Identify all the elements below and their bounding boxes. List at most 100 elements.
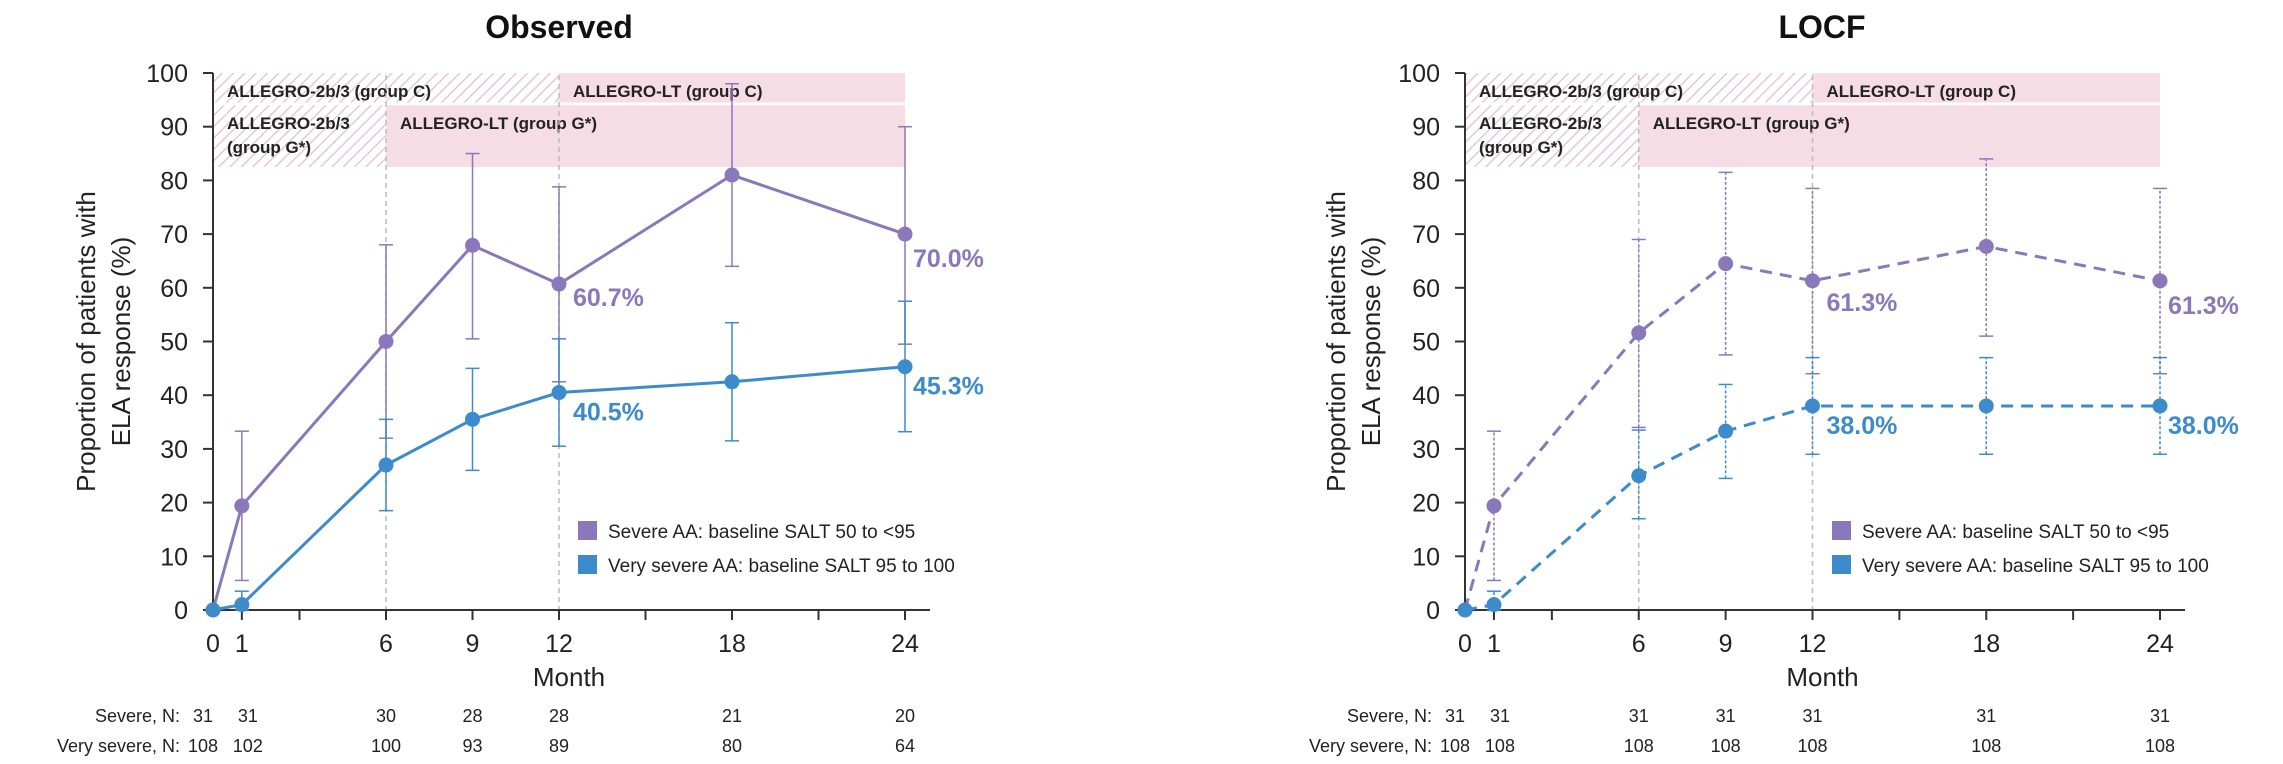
y-axis-title: Proportion of patients with xyxy=(71,191,101,492)
data-point xyxy=(1805,273,1820,289)
x-tick-label: 6 xyxy=(379,630,393,658)
n-at-risk-value: 108 xyxy=(1624,736,1654,756)
y-tick-label: 80 xyxy=(160,167,188,195)
study-period-band xyxy=(1812,73,2160,103)
data-point xyxy=(551,385,567,401)
y-tick-label: 90 xyxy=(1412,114,1440,142)
y-tick-label: 50 xyxy=(160,329,188,357)
data-label: 38.0% xyxy=(1827,412,1898,440)
y-tick-label: 0 xyxy=(174,597,188,625)
chart-title: Observed xyxy=(485,9,633,45)
legend-label: Very severe AA: baseline SALT 95 to 100 xyxy=(608,556,955,577)
locf-panel: LOCF ALLEGRO-2b/3 (group C) ALLEGRO-LT (gr… xyxy=(1309,9,2239,756)
n-at-risk-value: 31 xyxy=(2150,706,2170,726)
y-tick-label: 100 xyxy=(1398,60,1440,88)
data-point xyxy=(465,411,480,427)
band-label: ALLEGRO-LT (group C) xyxy=(573,82,762,101)
data-point xyxy=(1631,325,1647,341)
y-tick-label: 60 xyxy=(160,275,188,303)
data-point xyxy=(2152,398,2168,414)
n-at-risk-value: 31 xyxy=(1629,706,1649,726)
y-tick-label: 50 xyxy=(1412,329,1440,357)
legend-swatch xyxy=(578,521,597,540)
n-at-risk-value: 31 xyxy=(1802,706,1822,726)
data-point xyxy=(897,226,913,242)
y-tick-label: 40 xyxy=(160,382,188,410)
band-label: ALLEGRO-LT (group G*) xyxy=(400,114,597,133)
y-tick-label: 40 xyxy=(1412,382,1440,410)
band-label: (group G*) xyxy=(1479,138,1563,157)
legend-label: Very severe AA: baseline SALT 95 to 100 xyxy=(1862,556,2209,577)
n-at-risk-row-label: Severe, N: xyxy=(1347,706,1432,726)
data-label: 61.3% xyxy=(2168,292,2239,320)
data-point xyxy=(465,237,480,253)
data-point xyxy=(2152,273,2168,289)
y-axis-title: ELA response (%) xyxy=(106,237,136,447)
y-tick-label: 60 xyxy=(1412,275,1440,303)
n-at-risk-row-label: Very severe, N: xyxy=(57,736,180,756)
band-label: (group G*) xyxy=(227,138,311,157)
n-at-risk-value: 89 xyxy=(549,736,569,756)
x-axis-title: Month xyxy=(533,662,605,692)
y-tick-label: 10 xyxy=(1412,543,1440,571)
n-at-risk-value: 108 xyxy=(1797,736,1827,756)
n-at-risk-value: 100 xyxy=(371,736,401,756)
n-at-risk-value: 28 xyxy=(462,706,482,726)
y-tick-label: 0 xyxy=(1426,597,1440,625)
data-point xyxy=(1718,423,1734,439)
study-period-band xyxy=(1465,105,1639,167)
band-label: ALLEGRO-2b/3 (group C) xyxy=(1479,82,1683,101)
observed-panel: Observed ALLEGRO-2b/3 (group C) ALLEGRO-LT… xyxy=(57,9,984,756)
x-tick-label: 1 xyxy=(235,630,249,658)
y-axis-title: Proportion of patients with xyxy=(1321,191,1351,492)
x-axis-title: Month xyxy=(1786,662,1858,692)
data-label: 40.5% xyxy=(573,399,644,427)
y-tick-label: 70 xyxy=(1412,221,1440,249)
y-tick-label: 100 xyxy=(146,60,188,88)
band-label: ALLEGRO-LT (group G*) xyxy=(1653,114,1850,133)
data-point xyxy=(897,359,913,375)
band-label: ALLEGRO-2b/3 (group C) xyxy=(227,82,431,101)
n-at-risk-value: 108 xyxy=(1711,736,1741,756)
data-point xyxy=(1486,597,1502,613)
data-point xyxy=(1718,256,1734,272)
data-label: 61.3% xyxy=(1827,289,1898,317)
study-period-band xyxy=(1638,105,2160,167)
n-at-risk-value: 102 xyxy=(233,736,263,756)
y-tick-label: 90 xyxy=(160,114,188,142)
data-point xyxy=(378,334,394,349)
legend-label: Severe AA: baseline SALT 50 to <95 xyxy=(1862,522,2169,543)
n-at-risk-value: 31 xyxy=(1445,706,1465,726)
band-label: ALLEGRO-2b/3 xyxy=(1479,114,1602,133)
x-tick-label: 6 xyxy=(1632,630,1646,658)
x-tick-label: 9 xyxy=(1719,630,1733,658)
n-at-risk-value: 108 xyxy=(1485,736,1515,756)
n-at-risk-value: 31 xyxy=(1716,706,1736,726)
data-point xyxy=(1631,468,1647,484)
y-tick-label: 70 xyxy=(160,221,188,249)
x-tick-label: 12 xyxy=(1799,630,1827,658)
data-point xyxy=(234,498,250,514)
legend-swatch xyxy=(1832,555,1851,574)
data-point xyxy=(551,276,567,292)
x-tick-label: 24 xyxy=(891,630,919,658)
x-tick-label: 9 xyxy=(466,630,480,658)
y-tick-label: 10 xyxy=(160,543,188,571)
band-label: ALLEGRO-2b/3 xyxy=(227,114,350,133)
n-at-risk-value: 108 xyxy=(2145,736,2175,756)
n-at-risk-value: 64 xyxy=(895,736,915,756)
n-at-risk-row-label: Very severe, N: xyxy=(1309,736,1432,756)
chart-title: LOCF xyxy=(1778,9,1865,45)
n-at-risk-value: 28 xyxy=(549,706,569,726)
y-tick-label: 20 xyxy=(1412,490,1440,518)
data-point xyxy=(724,167,740,183)
data-label: 60.7% xyxy=(573,284,644,312)
band-label: ALLEGRO-LT (group C) xyxy=(1827,82,2016,101)
n-at-risk-value: 31 xyxy=(238,706,258,726)
n-at-risk-value: 108 xyxy=(188,736,218,756)
data-label: 45.3% xyxy=(913,373,984,401)
legend-swatch xyxy=(1832,521,1851,540)
n-at-risk-value: 31 xyxy=(1976,706,1996,726)
n-at-risk-value: 108 xyxy=(1971,736,2001,756)
